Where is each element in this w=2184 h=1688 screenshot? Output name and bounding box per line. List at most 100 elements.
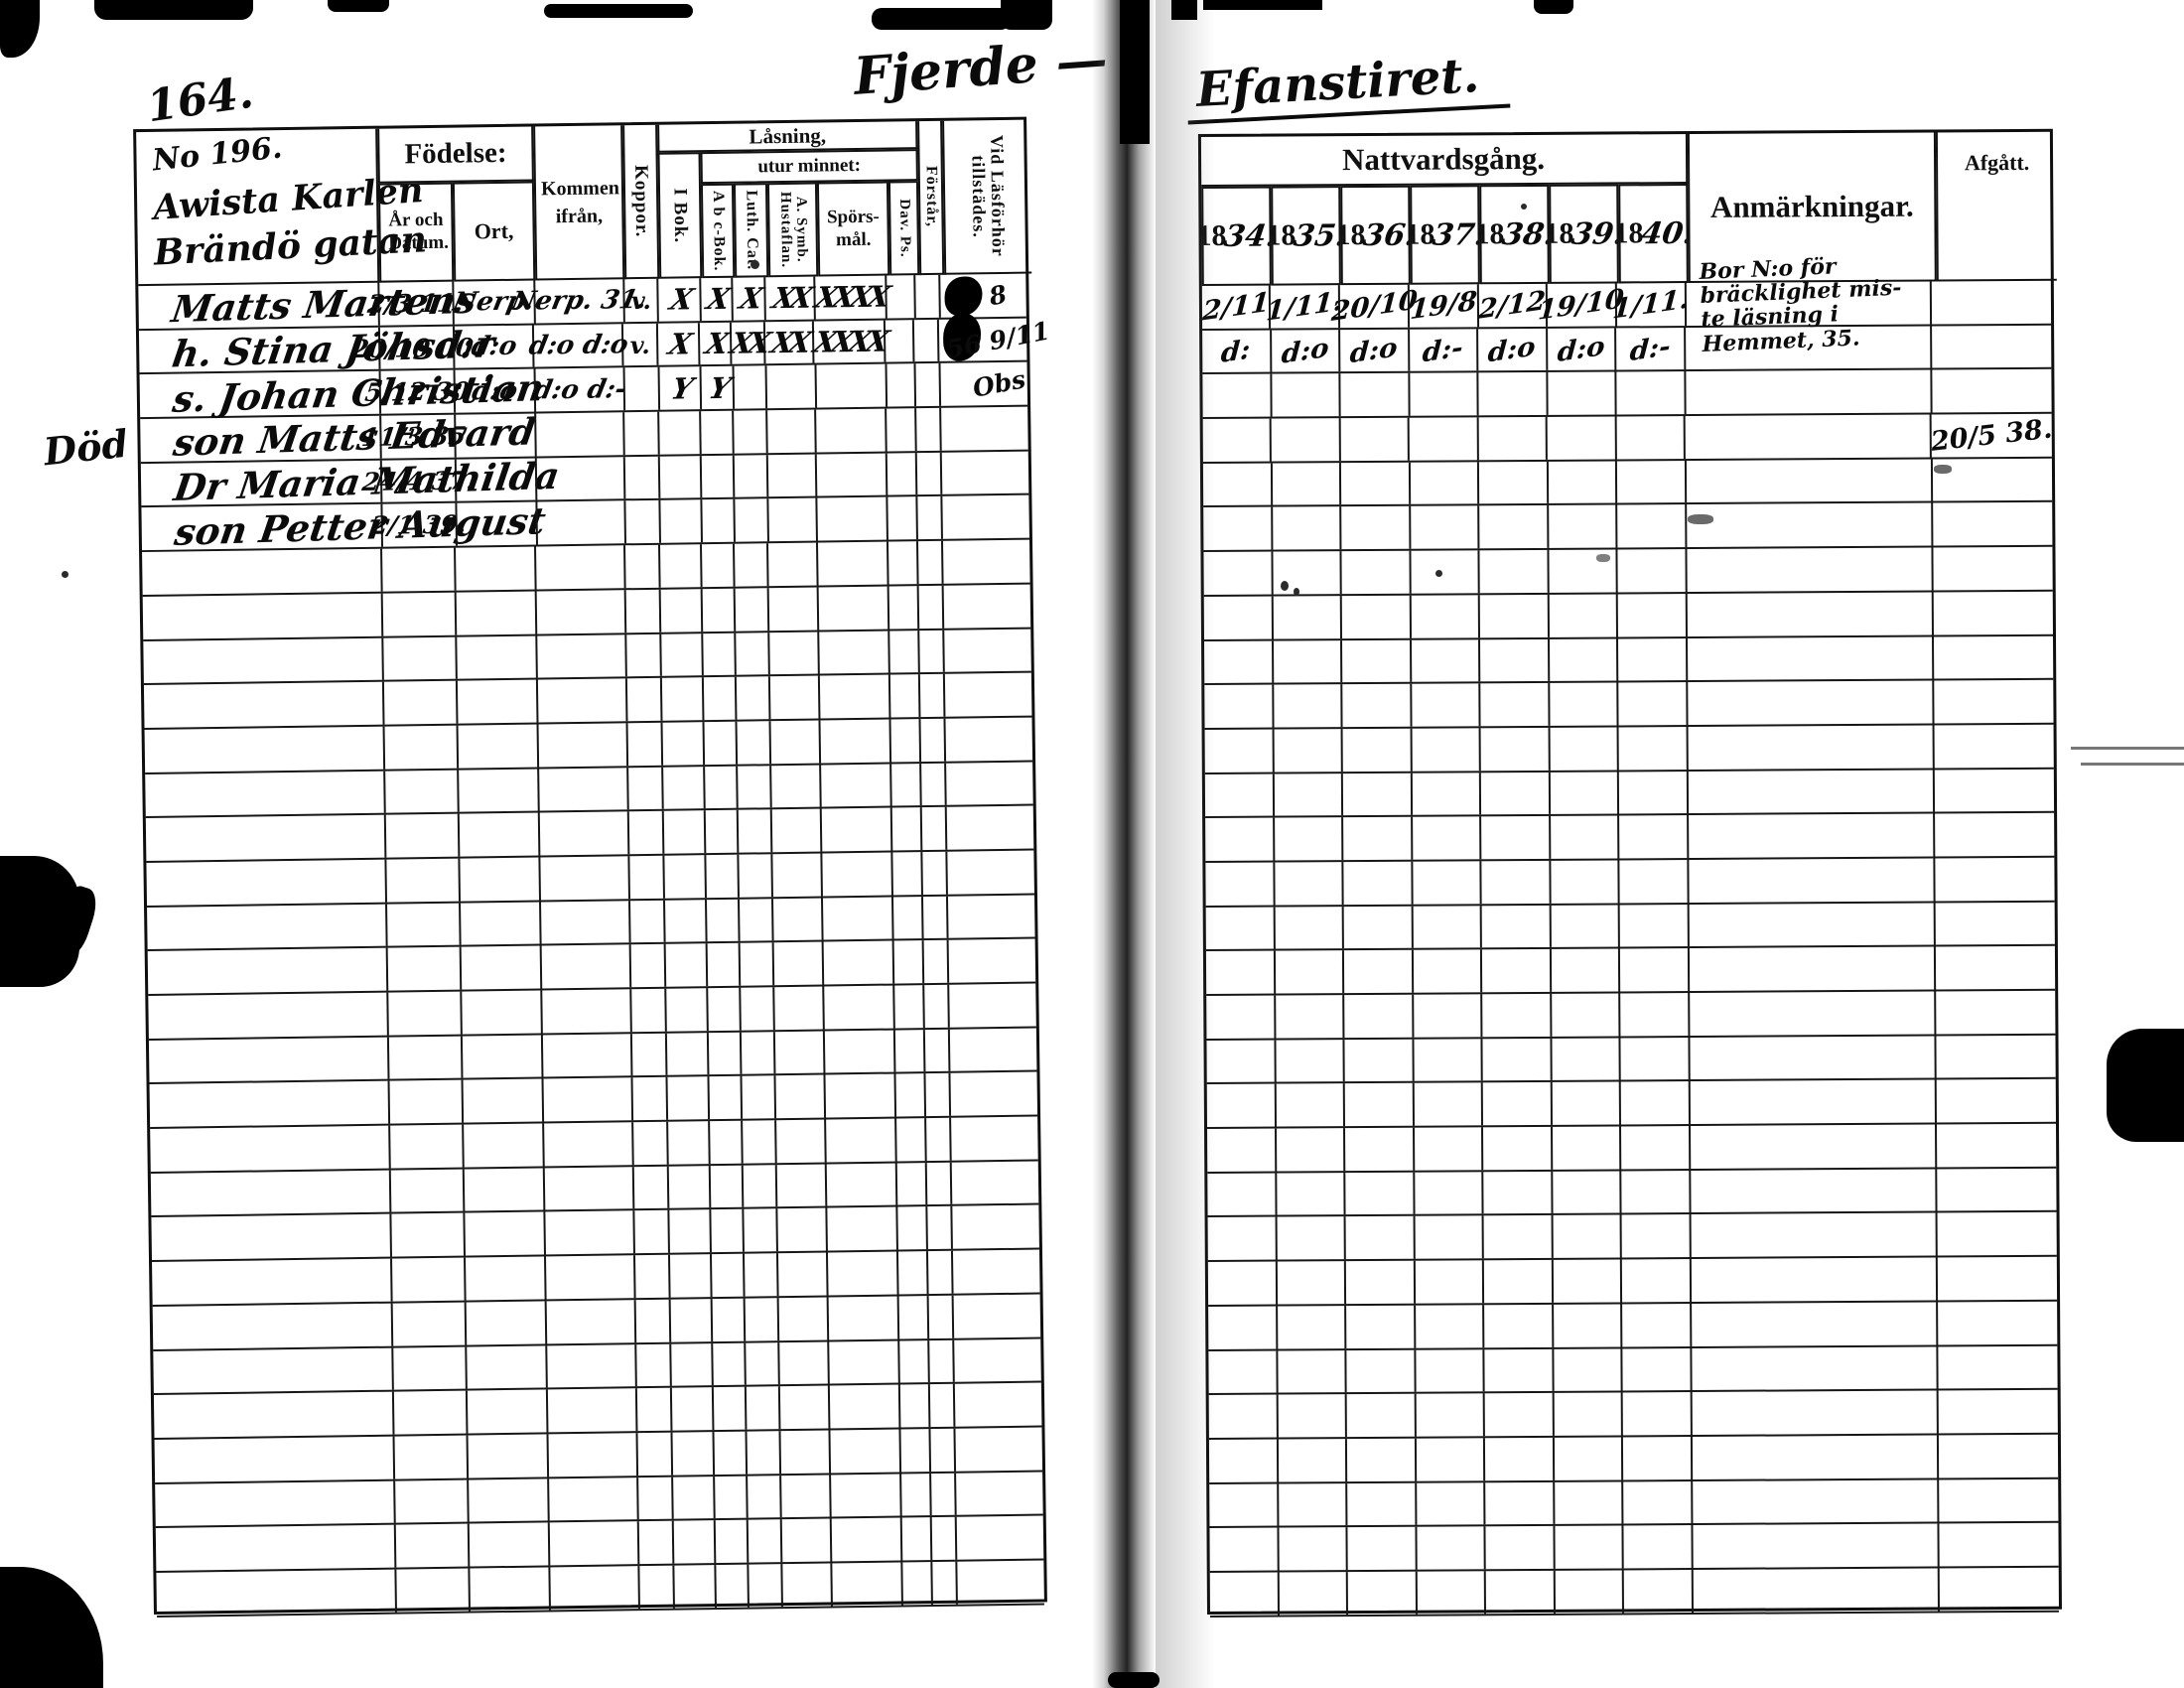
cell-kommen <box>537 590 627 634</box>
cell-spors <box>816 363 887 408</box>
cell-year <box>1207 1128 1277 1172</box>
cell-year <box>1278 1482 1348 1526</box>
cell-year <box>1481 905 1552 948</box>
cell-datum <box>390 1213 467 1257</box>
cell-year <box>1480 683 1551 727</box>
header-ort: Ort, <box>452 181 536 282</box>
cell-kommen <box>537 633 627 678</box>
cell-year <box>1207 1173 1278 1216</box>
cell-name <box>150 1125 391 1172</box>
cell-koppor <box>625 500 661 544</box>
year-header-cell: 18 38. <box>1479 184 1550 285</box>
cell-davps <box>894 1029 926 1072</box>
ink-dot <box>1294 588 1299 596</box>
cell-datum: 2/1 39. <box>369 503 469 547</box>
cell-year <box>1347 1482 1418 1526</box>
cell-year <box>1415 1215 1484 1259</box>
cell-forstar <box>924 1029 951 1072</box>
cell-datum <box>395 1523 471 1568</box>
cell-vid <box>957 1560 1044 1604</box>
cell-ort <box>456 413 537 458</box>
cell-vid <box>951 1117 1038 1161</box>
cell-spors <box>826 1206 898 1251</box>
cell-spors <box>825 1118 897 1163</box>
cell-symb <box>766 409 817 454</box>
cell-year <box>1483 1215 1554 1259</box>
cell-vid <box>954 1383 1041 1427</box>
handwriting-symb: XX <box>768 280 812 316</box>
cell-year: 20/10 <box>1330 284 1419 328</box>
cell-datum <box>392 1302 468 1346</box>
cell-name <box>153 1347 394 1394</box>
cell-name: Dr Maria Mathilda <box>140 454 562 509</box>
cell-year <box>1278 1527 1348 1571</box>
cell-symb <box>780 1430 831 1474</box>
handwriting-communion-date: d:- <box>1422 332 1464 368</box>
cell-davps <box>892 896 924 939</box>
cell-forstar <box>932 1561 958 1605</box>
header-sporsmal: Spörs-mål. <box>816 181 890 277</box>
cell-ort <box>465 1211 547 1256</box>
cell-year <box>1485 1526 1556 1570</box>
cell-name: h. Stina Jöhsd:r <box>138 322 497 376</box>
cell-year <box>1621 1170 1692 1213</box>
cell-vid <box>948 895 1035 938</box>
cell-year <box>1620 993 1691 1037</box>
ink-dot <box>62 571 68 578</box>
scan-artifact <box>2107 1029 2184 1142</box>
cell-name: Matts Martens <box>138 278 479 332</box>
cell-year <box>1478 416 1549 461</box>
cell-vid: Obs <box>941 362 1027 406</box>
cell-vid <box>941 407 1028 451</box>
cell-davps <box>891 763 922 806</box>
cell-datum <box>394 1435 470 1479</box>
cell-anmarkningar <box>1688 770 1935 814</box>
cell-kommen <box>547 1300 637 1343</box>
cell-afgatt <box>1932 325 2051 367</box>
cell-vid <box>946 806 1033 850</box>
cell-afgatt <box>1934 725 2053 768</box>
cell-ibok <box>669 1254 713 1298</box>
cell-koppor <box>624 367 660 411</box>
cell-symb <box>779 1340 830 1385</box>
cell-ort <box>456 458 538 502</box>
cell-year <box>1277 1261 1347 1305</box>
cell-kommen <box>550 1521 640 1566</box>
cell-vid <box>949 1028 1036 1071</box>
cell-luth <box>748 1519 783 1563</box>
cell-year <box>1620 948 1690 992</box>
cell-luth <box>748 1475 782 1518</box>
cell-year <box>1552 1038 1621 1081</box>
cell-anmarkningar <box>1691 1212 1938 1258</box>
cell-anmarkningar <box>1691 1302 1939 1346</box>
cell-ibok <box>672 1431 716 1476</box>
cell-year <box>1340 462 1411 505</box>
cell-abc <box>707 942 742 987</box>
cell-name <box>142 548 383 595</box>
table-row <box>1207 1212 2057 1263</box>
cell-luth <box>747 1431 781 1475</box>
cell-abc <box>702 499 737 543</box>
cell-anmarkningar <box>1687 680 1935 725</box>
cell-year <box>1549 682 1619 726</box>
cell-koppor <box>630 944 666 988</box>
cell-ibok <box>663 855 708 899</box>
cell-name <box>147 947 388 995</box>
header-abc-bok: A b c-Bok. <box>700 183 736 279</box>
table-row <box>1207 1168 2057 1218</box>
cell-ibok <box>670 1342 715 1386</box>
cell-vid <box>952 1205 1039 1249</box>
table-row <box>1207 1123 2057 1174</box>
cell-ort <box>456 546 538 591</box>
scan-artifact <box>328 0 389 12</box>
cell-year <box>1347 1526 1418 1571</box>
cell-year <box>1275 906 1344 949</box>
handwriting-luth: XX <box>726 326 769 360</box>
cell-afgatt <box>1938 1345 2057 1388</box>
cell-abc <box>715 1476 749 1519</box>
cell-anmarkningar <box>1685 326 1933 370</box>
table-row <box>1204 724 2054 774</box>
cell-kommen <box>538 723 628 768</box>
cell-year <box>1548 461 1618 504</box>
cell-year <box>1482 1038 1553 1081</box>
